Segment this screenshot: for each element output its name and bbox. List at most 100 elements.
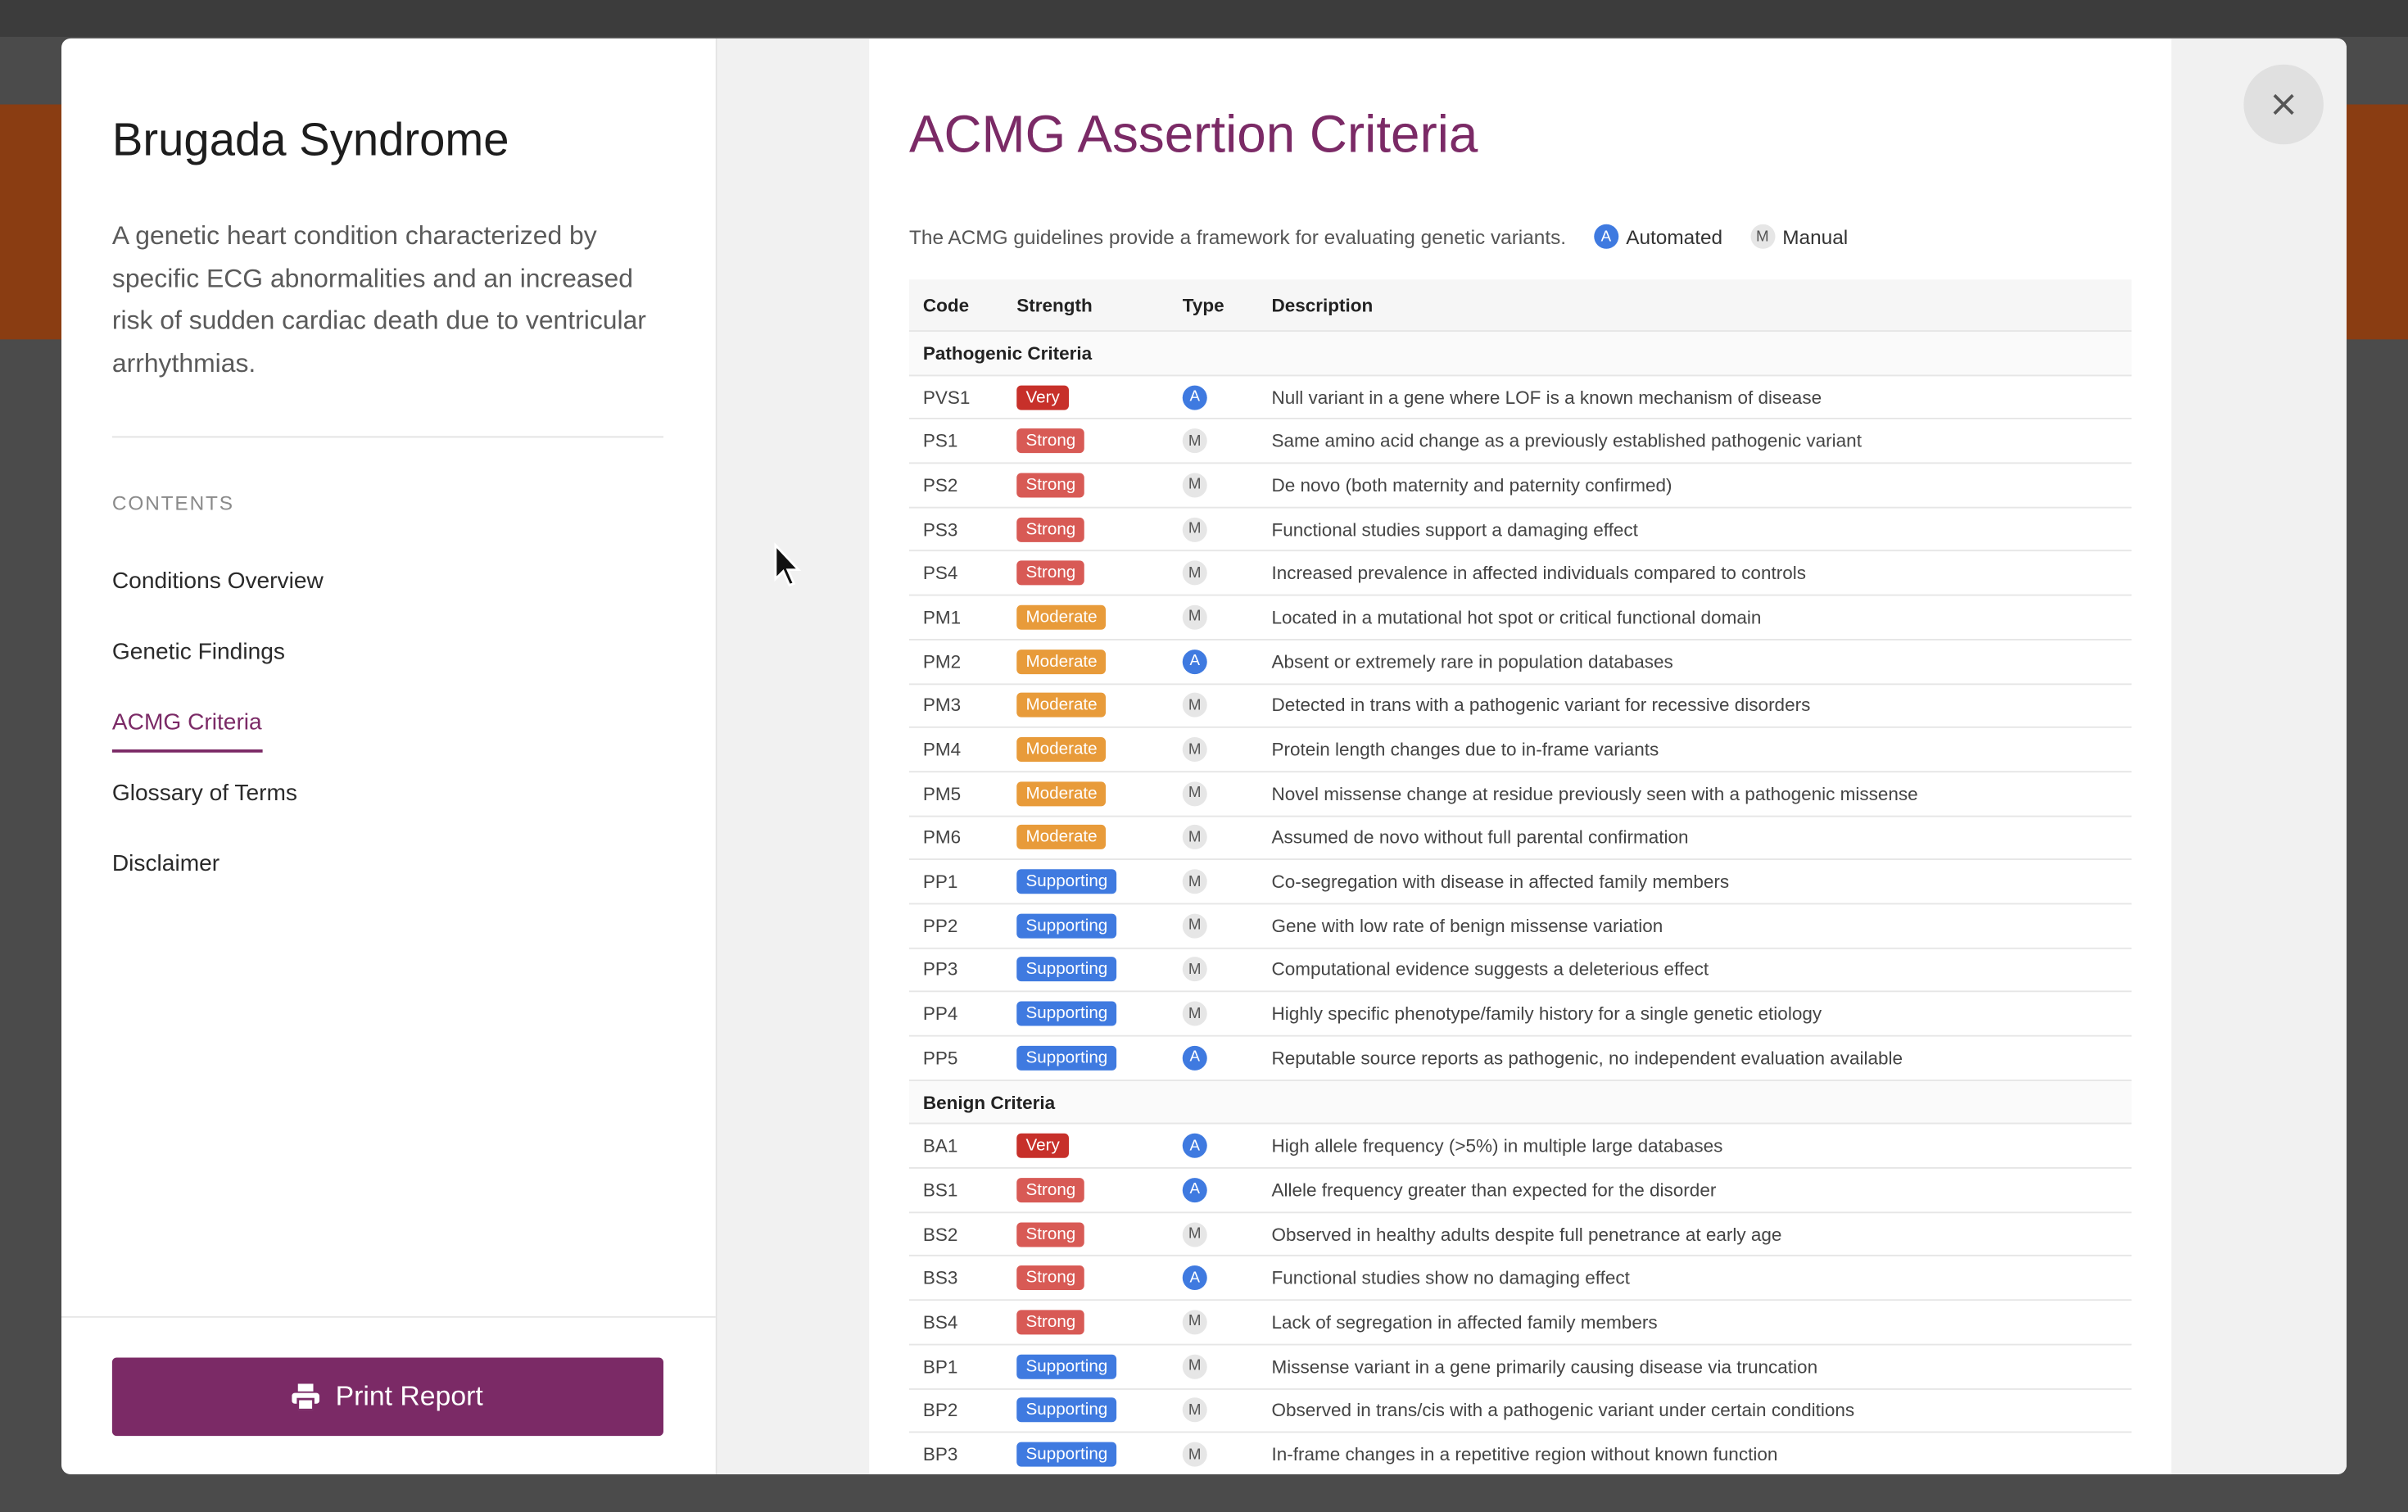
- table-row: PVS1 Very A Null variant in a gene where LO…: [909, 376, 2132, 420]
- strength-badge: Supporting: [1016, 1442, 1117, 1467]
- description: Co-segregation with disease in affected …: [1271, 871, 1730, 893]
- column-header: Type: [1182, 294, 1224, 316]
- strength-badge: Very: [1016, 1134, 1070, 1159]
- strength-badge: Supporting: [1016, 1045, 1117, 1071]
- section-title: Benign Criteria: [922, 1091, 1056, 1113]
- section-row: Benign Criteria: [909, 1080, 2132, 1125]
- strength-badge: Strong: [1016, 1265, 1085, 1291]
- table-row: PM2 Moderate A Absent or extremely rare in …: [909, 641, 2132, 685]
- description: High allele frequency (>5%) in multiple …: [1271, 1135, 1723, 1157]
- strength-badge: Strong: [1016, 517, 1085, 542]
- description: Observed in trans/cis with a pathogenic …: [1271, 1399, 1855, 1422]
- content-panel: ACMG Assertion Criteria The ACMG guideli…: [869, 38, 2171, 1474]
- legend-badge: M: [1749, 224, 1775, 249]
- strength-badge: Moderate: [1016, 649, 1107, 674]
- description: Absent or extremely rare in population d…: [1271, 650, 1673, 672]
- type-badge: A: [1182, 1134, 1207, 1159]
- sidebar-description: A genetic heart condition characterized …: [111, 221, 646, 378]
- type-badge: M: [1182, 1397, 1207, 1423]
- strength-badge: Strong: [1016, 1221, 1085, 1247]
- table-row: BP1 Supporting M Missense variant in a gene…: [909, 1345, 2132, 1389]
- table-row: PS4 Strong M Increased prevalence in affect…: [909, 552, 2132, 596]
- type-badge: M: [1182, 560, 1207, 586]
- intro: The ACMG guidelines provide a framework …: [909, 224, 1848, 249]
- description: Functional studies show no damaging effe…: [1271, 1267, 1630, 1289]
- type-badge: A: [1182, 384, 1207, 410]
- description: Lack of segregation in affected family m…: [1271, 1311, 1658, 1333]
- table-row: BP3 Supporting M In-frame changes in a repe…: [909, 1433, 2132, 1474]
- code: BS3: [922, 1267, 958, 1289]
- description: In-frame changes in a repetitive region …: [1271, 1443, 1778, 1465]
- strength-badge: Moderate: [1016, 737, 1107, 763]
- code: BP1: [922, 1355, 958, 1378]
- table-row: PP3 Supporting M Computational evidence sug…: [909, 948, 2132, 993]
- strength-badge: Supporting: [1016, 913, 1117, 939]
- strength-badge: Strong: [1016, 473, 1085, 498]
- description: Same amino acid change as a previously e…: [1271, 430, 1862, 452]
- type-badge: A: [1182, 649, 1207, 674]
- type-badge: M: [1182, 913, 1207, 939]
- nav-item[interactable]: Glossary of Terms: [111, 780, 297, 807]
- type-badge: M: [1182, 1221, 1207, 1247]
- divider: [111, 436, 663, 438]
- sidebar-title: Brugada Syndrome: [111, 115, 509, 166]
- code: BS2: [922, 1223, 958, 1245]
- table-header: Code Strength Type Description: [909, 279, 2132, 332]
- nav-item[interactable]: Conditions Overview: [111, 568, 324, 595]
- criteria-table: Code Strength Type Description Pathogenic Cr…: [909, 279, 2132, 1474]
- code: PP2: [922, 915, 958, 937]
- code: PM6: [922, 826, 962, 849]
- type-badge: M: [1182, 517, 1207, 542]
- table-row: PP5 Supporting A Reputable source reports a…: [909, 1037, 2132, 1081]
- nav-item[interactable]: Disclaimer: [111, 850, 220, 877]
- nav-item[interactable]: ACMG Criteria: [111, 709, 262, 753]
- description: Detected in trans with a pathogenic vari…: [1271, 695, 1811, 717]
- code: PVS1: [922, 386, 971, 408]
- code: PP4: [922, 1003, 958, 1025]
- strength-badge: Strong: [1016, 1310, 1085, 1335]
- top-bar: [0, 0, 2408, 37]
- section-title: Pathogenic Criteria: [922, 342, 1093, 364]
- description: Increased prevalence in affected individ…: [1271, 562, 1806, 585]
- code: PP1: [922, 871, 958, 893]
- code: PS2: [922, 474, 958, 496]
- type-badge: M: [1182, 825, 1207, 850]
- type-badge: M: [1182, 781, 1207, 806]
- table-row: BA1 Very A High allele frequency (>5%) in m…: [909, 1125, 2132, 1169]
- close-button[interactable]: [2243, 64, 2324, 145]
- strength-badge: Moderate: [1016, 825, 1107, 850]
- code: BS4: [922, 1311, 958, 1333]
- code: BA1: [922, 1135, 958, 1157]
- table-row: PM3 Moderate M Detected in trans with a pat…: [909, 684, 2132, 729]
- table-row: PS2 Strong M De novo (both maternity and pa…: [909, 464, 2132, 509]
- code: BP3: [922, 1443, 958, 1465]
- code: PP5: [922, 1047, 958, 1069]
- type-badge: M: [1182, 869, 1207, 894]
- cursor: [774, 542, 802, 587]
- description: Protein length changes due to in-frame v…: [1271, 738, 1659, 761]
- description: Allele frequency greater than expected f…: [1271, 1179, 1717, 1202]
- description: De novo (both maternity and paternity co…: [1271, 474, 1672, 496]
- type-badge: M: [1182, 1001, 1207, 1026]
- type-badge: M: [1182, 1442, 1207, 1467]
- legend-item: A Automated: [1593, 224, 1722, 249]
- table-row: BP2 Supporting M Observed in trans/cis with…: [909, 1389, 2132, 1433]
- strength-badge: Moderate: [1016, 781, 1107, 806]
- heading: ACMG Assertion Criteria: [909, 106, 1478, 165]
- strength-badge: Very: [1016, 384, 1070, 410]
- print-button[interactable]: Print Report: [111, 1357, 663, 1437]
- description: Located in a mutational hot spot or crit…: [1271, 606, 1762, 628]
- code: PM5: [922, 782, 962, 804]
- table-row: PS3 Strong M Functional studies support a d…: [909, 508, 2132, 552]
- contents-label: CONTENTS: [111, 491, 234, 515]
- intro-text: The ACMG guidelines provide a framework …: [909, 224, 1567, 248]
- description: Missense variant in a gene primarily cau…: [1271, 1355, 1818, 1378]
- strength-badge: Moderate: [1016, 693, 1107, 718]
- description: Highly specific phenotype/family history…: [1271, 1003, 1822, 1025]
- strength-badge: Supporting: [1016, 1397, 1117, 1423]
- printer-icon: [292, 1383, 320, 1410]
- code: PS3: [922, 518, 958, 541]
- nav-item[interactable]: Genetic Findings: [111, 639, 285, 665]
- table-row: PM6 Moderate M Assumed de novo without full…: [909, 817, 2132, 861]
